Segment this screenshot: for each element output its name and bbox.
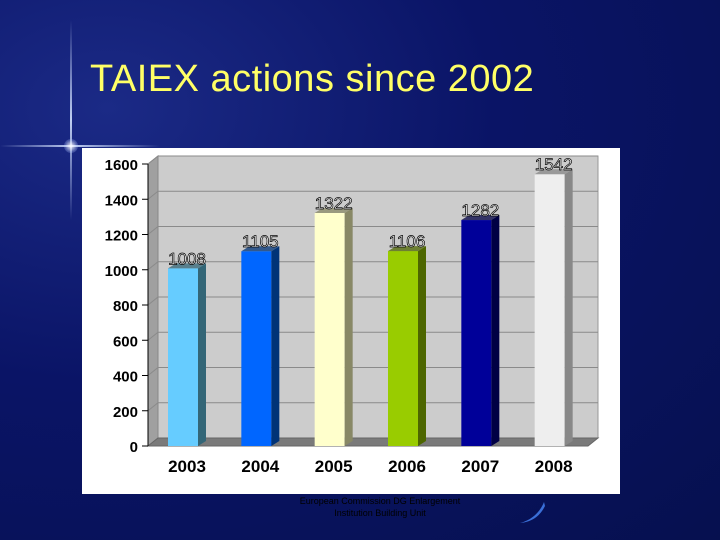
y-tick-label: 400 [113,369,138,386]
bar [241,251,272,446]
bar [461,220,492,446]
bar-side [344,207,353,446]
bar-top [388,246,426,252]
bar [534,174,565,446]
bar-side [564,169,573,446]
bar-side [418,246,426,446]
x-tick-label: 2004 [241,457,279,476]
y-tick-label: 1600 [105,157,138,174]
y-tick-label: 200 [113,404,138,421]
lens-flare-center [64,139,78,153]
x-tick-label: 2005 [315,457,353,476]
bar-top [461,215,500,221]
swoosh-logo [520,502,545,523]
slide-title: TAIEX actions since 2002 [90,58,535,100]
data-label: 1105 [242,232,279,251]
plot-floor [146,437,600,447]
bar [388,251,418,446]
y-gridline [147,155,598,165]
footer-line-1: European Commission DG Enlargement [299,496,461,506]
x-tick-label: 2008 [535,457,573,476]
data-label: 1322 [315,194,353,213]
x-tick-label: 2003 [168,457,206,476]
y-tick-label: 0 [130,439,138,456]
y-gridline [147,331,598,341]
bar-side [198,263,206,446]
y-gridline [147,296,598,306]
y-gridline [147,402,598,412]
bar-top [168,263,206,269]
y-tick-label: 600 [113,333,138,350]
y-tick-label: 800 [113,298,138,315]
data-label: 1542 [535,155,573,174]
bar-top [241,246,280,252]
data-label: 1106 [389,232,426,251]
y-gridline [147,367,598,376]
y-gridline [147,190,598,200]
y-tick-label: 1200 [105,228,138,245]
y-tick-label: 1400 [105,192,138,209]
data-label: 1282 [461,201,499,220]
bar-chart: 0 200 400 600 800 1000 1200 1400 1600 1008 2003 110… [105,155,600,476]
lens-flare-vertical [70,20,72,220]
y-tick-label: 1000 [105,263,138,280]
lens-flare-horizontal [0,145,160,147]
x-tick-label: 2006 [388,457,426,476]
data-label: 1008 [168,249,206,268]
bar-side [271,246,280,446]
y-gridline [147,226,598,235]
x-tick-label: 2007 [461,457,499,476]
bar [168,268,198,446]
bar [314,212,345,446]
footer: European Commission DG Enlargement Insti… [270,495,490,519]
footer-line-2: Institution Building Unit [334,508,426,518]
y-gridline [147,261,598,271]
bar-top [534,169,573,175]
bar-side [491,215,500,446]
bar-top [314,207,353,213]
